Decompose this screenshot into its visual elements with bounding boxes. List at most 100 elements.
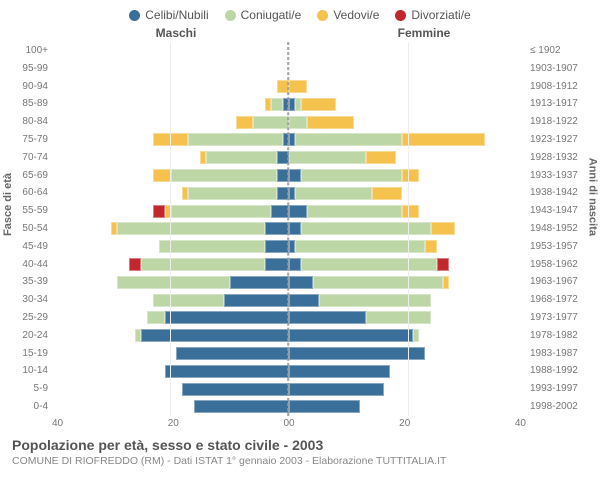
legend-item: Celibi/Nubili — [129, 8, 208, 22]
birth-tick: 1973-1977 — [526, 309, 588, 327]
x-axis: 40200 02040 — [12, 418, 588, 429]
bar-seg-con — [301, 222, 431, 235]
bar-seg-con — [117, 222, 265, 235]
age-tick: 90-94 — [12, 78, 52, 96]
bar-seg-div — [153, 205, 165, 218]
bar-seg-con — [171, 205, 272, 218]
bar-row-female — [289, 273, 526, 291]
pyramid-chart: Celibi/NubiliConiugati/eVedovi/eDivorzia… — [0, 0, 600, 500]
bar-seg-con — [413, 329, 419, 342]
bar-seg-cel — [289, 311, 366, 324]
bar-row-male — [52, 398, 289, 416]
bar-seg-cel — [265, 240, 289, 253]
age-tick: 100+ — [12, 42, 52, 60]
legend-swatch — [225, 10, 236, 21]
bar-row-male — [52, 327, 289, 345]
bar-seg-con — [289, 116, 307, 129]
birth-tick: 1933-1937 — [526, 167, 588, 185]
bar-seg-cel — [289, 383, 384, 396]
bar-row-male — [52, 238, 289, 256]
age-tick: 15-19 — [12, 345, 52, 363]
birth-tick: 1943-1947 — [526, 202, 588, 220]
birth-tick: 1983-1987 — [526, 345, 588, 363]
legend-swatch — [129, 10, 140, 21]
header-female: Femmine — [300, 26, 588, 40]
bar-seg-ved — [236, 116, 254, 129]
birth-tick: 1903-1907 — [526, 60, 588, 78]
bar-row-male — [52, 167, 289, 185]
bar-row-male — [52, 380, 289, 398]
bar-row-female — [289, 398, 526, 416]
bar-seg-con — [307, 205, 402, 218]
bar-seg-cel — [141, 329, 289, 342]
bar-row-male — [52, 362, 289, 380]
bar-row-female — [289, 184, 526, 202]
bar-seg-cel — [289, 222, 301, 235]
age-tick: 25-29 — [12, 309, 52, 327]
bar-row-male — [52, 131, 289, 149]
bar-seg-con — [171, 169, 278, 182]
bar-seg-cel — [224, 294, 289, 307]
bar-row-female — [289, 256, 526, 274]
age-tick: 10-14 — [12, 362, 52, 380]
birth-tick: 1913-1917 — [526, 95, 588, 113]
age-tick: 80-84 — [12, 113, 52, 131]
bar-seg-con — [188, 187, 277, 200]
bar-row-male — [52, 149, 289, 167]
bar-seg-cel — [289, 258, 301, 271]
bar-seg-cel — [289, 347, 425, 360]
bar-seg-ved — [366, 151, 396, 164]
legend-label: Celibi/Nubili — [145, 8, 208, 22]
chart-subtitle: COMUNE DI RIOFREDDO (RM) - Dati ISTAT 1°… — [12, 455, 588, 467]
age-tick: 40-44 — [12, 256, 52, 274]
age-tick: 65-69 — [12, 167, 52, 185]
bar-seg-cel — [265, 222, 289, 235]
bar-seg-ved — [402, 133, 485, 146]
bar-row-female — [289, 113, 526, 131]
bar-seg-cel — [289, 169, 301, 182]
bar-row-male — [52, 202, 289, 220]
bar-seg-ved — [402, 205, 420, 218]
bar-seg-con — [159, 240, 266, 253]
bar-row-male — [52, 273, 289, 291]
age-tick: 75-79 — [12, 131, 52, 149]
legend-item: Coniugati/e — [225, 8, 302, 22]
birth-tick: 1998-2002 — [526, 398, 588, 416]
birth-tick: 1948-1952 — [526, 220, 588, 238]
bar-row-female — [289, 60, 526, 78]
bar-row-female — [289, 327, 526, 345]
bar-row-male — [52, 220, 289, 238]
birth-tick: 1988-1992 — [526, 362, 588, 380]
bar-row-female — [289, 345, 526, 363]
bar-seg-cel — [289, 400, 360, 413]
bar-row-male — [52, 309, 289, 327]
age-tick: 5-9 — [12, 380, 52, 398]
bar-seg-ved — [425, 240, 437, 253]
chart-title: Popolazione per età, sesso e stato civil… — [12, 437, 588, 453]
bar-seg-cel — [176, 347, 289, 360]
bar-seg-con — [319, 294, 432, 307]
bar-seg-ved — [372, 187, 402, 200]
bar-seg-con — [188, 133, 283, 146]
bar-seg-cel — [289, 329, 413, 342]
birth-tick: 1993-1997 — [526, 380, 588, 398]
bar-row-female — [289, 131, 526, 149]
bar-seg-cel — [289, 365, 390, 378]
bar-seg-cel — [289, 294, 319, 307]
bar-seg-con — [153, 294, 224, 307]
bar-seg-ved — [443, 276, 449, 289]
bar-seg-cel — [289, 205, 307, 218]
age-axis: 100+95-9990-9485-8980-8475-7970-7465-696… — [12, 42, 52, 416]
chart-grid: 100+95-9990-9485-8980-8475-7970-7465-696… — [12, 42, 588, 416]
bar-row-female — [289, 291, 526, 309]
bar-row-female — [289, 78, 526, 96]
bar-seg-con — [206, 151, 277, 164]
age-tick: 70-74 — [12, 149, 52, 167]
bar-seg-cel — [165, 311, 289, 324]
bar-seg-con — [253, 116, 289, 129]
bar-seg-cel — [182, 383, 289, 396]
bar-seg-con — [271, 98, 283, 111]
x-ticks-left: 40200 — [52, 418, 289, 429]
column-headers: Maschi Femmine — [12, 26, 588, 40]
bar-row-male — [52, 184, 289, 202]
